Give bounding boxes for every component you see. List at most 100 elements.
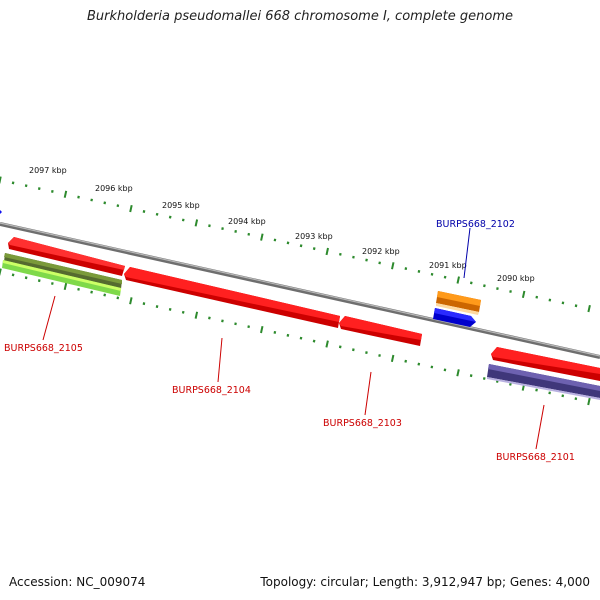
- ruler-minor-tick: [77, 287, 80, 291]
- gene-feature-2102-orange[interactable]: [436, 291, 481, 315]
- ruler-major-tick: [325, 247, 329, 256]
- ruler-minor-tick: [299, 244, 303, 248]
- ruler-label: 2094 kbp: [228, 217, 266, 226]
- ruler-minor-tick: [116, 296, 120, 300]
- ruler-minor-tick: [221, 319, 224, 323]
- ruler-minor-tick: [103, 201, 107, 205]
- ruler-minor-tick: [234, 229, 237, 233]
- ruler-major-tick: [194, 219, 199, 227]
- gene-feature-2102-blue[interactable]: [433, 308, 476, 327]
- map-title: Burkholderia pseudomallei 668 chromosome…: [86, 9, 514, 24]
- accession-text: Accession: NC_009074: [9, 575, 146, 589]
- ruler-major-tick: [521, 290, 526, 299]
- ruler-minor-tick: [142, 209, 146, 213]
- ruler-major-tick: [194, 311, 199, 319]
- gene-label[interactable]: BURPS668_2103: [323, 418, 402, 429]
- ruler-minor-tick: [574, 397, 578, 401]
- ruler-minor-tick: [469, 374, 473, 378]
- ruler-minor-tick: [574, 304, 578, 308]
- ruler-minor-tick: [548, 298, 552, 302]
- gene-label[interactable]: BURPS668_2104: [172, 385, 251, 396]
- ruler-minor-tick: [37, 279, 41, 283]
- ruler-label: 2095 kbp: [162, 201, 200, 210]
- ruler-minor-tick: [365, 258, 368, 262]
- ruler-minor-tick: [77, 195, 80, 199]
- ruler-minor-tick: [404, 359, 408, 363]
- genome-summary: Topology: circular; Length: 3,912,947 bp…: [260, 575, 590, 589]
- ruler-minor-tick: [90, 290, 93, 294]
- ruler-minor-tick: [548, 391, 551, 395]
- ruler-minor-tick: [417, 362, 421, 366]
- gene-label[interactable]: BURPS668_2105: [4, 343, 83, 354]
- ruler-minor-tick: [208, 316, 211, 320]
- ruler-major-tick: [325, 340, 329, 348]
- ruler-minor-tick: [24, 276, 28, 280]
- ruler-minor-tick: [496, 287, 499, 291]
- ruler-label: 2091 kbp: [429, 261, 467, 270]
- ruler-minor-tick: [365, 351, 368, 355]
- ruler-minor-tick: [181, 310, 185, 314]
- ruler-minor-tick: [339, 252, 342, 256]
- ruler-minor-tick: [286, 241, 290, 245]
- ruler-minor-tick: [24, 184, 28, 188]
- ruler-minor-tick: [443, 275, 447, 279]
- ruler-major-tick: [129, 204, 133, 213]
- label-leaders: [42, 227, 545, 450]
- ruler-minor-tick: [286, 333, 290, 337]
- ruler-minor-tick: [352, 348, 355, 352]
- ruler-major-tick: [456, 276, 460, 284]
- ruler-minor-tick: [11, 181, 15, 185]
- ruler-minor-tick: [155, 212, 159, 216]
- ruler-minor-tick: [142, 302, 146, 306]
- ruler-major-tick: [391, 262, 395, 270]
- ruler-major-tick: [456, 369, 460, 377]
- ruler-minor-tick: [404, 267, 408, 271]
- ruler-minor-tick: [561, 301, 565, 305]
- gene-feature-2104[interactable]: [124, 267, 340, 328]
- ruler-minor-tick: [116, 204, 120, 208]
- ruler-labels: 2097 kbp 2096 kbp 2095 kbp 2094 kbp 2093…: [29, 166, 535, 283]
- outer-ruler: [0, 176, 591, 313]
- gene-feature-2101-slate[interactable]: [487, 364, 600, 400]
- ruler-minor-tick: [483, 284, 486, 288]
- ruler-minor-tick: [417, 269, 421, 273]
- ruler-major-tick: [63, 282, 68, 291]
- ruler-minor-tick: [443, 368, 447, 372]
- gene-feature-2101[interactable]: [491, 347, 600, 381]
- gene-feature-2103[interactable]: [339, 316, 422, 346]
- ruler-minor-tick: [155, 305, 159, 309]
- ruler-minor-tick: [247, 325, 250, 329]
- ruler-minor-tick: [509, 290, 512, 293]
- gene-feature-2105-olive[interactable]: [4, 253, 122, 289]
- inner-ruler: [0, 268, 591, 406]
- ruler-major-tick: [63, 190, 68, 198]
- backbone: [0, 210, 600, 359]
- ruler-major-tick: [587, 304, 591, 313]
- gene-label[interactable]: BURPS668_2101: [496, 452, 575, 463]
- ruler-major-tick: [390, 354, 395, 363]
- ruler-minor-tick: [247, 232, 251, 236]
- ruler-label: 2093 kbp: [295, 232, 333, 241]
- ruler-minor-tick: [37, 187, 41, 191]
- ruler-major-tick: [0, 268, 2, 276]
- ruler-label: 2092 kbp: [362, 247, 400, 256]
- ruler-minor-tick: [378, 261, 381, 265]
- ruler-minor-tick: [181, 218, 185, 222]
- ruler-minor-tick: [535, 295, 539, 299]
- ruler-minor-tick: [378, 354, 381, 357]
- gene-feature-2105-lime[interactable]: [2, 260, 121, 296]
- ruler-minor-tick: [482, 377, 486, 380]
- gene-feature-2105-red[interactable]: [8, 237, 125, 276]
- ruler-minor-tick: [352, 255, 355, 259]
- ruler-minor-tick: [509, 382, 512, 386]
- ruler-minor-tick: [51, 282, 54, 285]
- ruler-minor-tick: [273, 238, 277, 242]
- gene-label[interactable]: BURPS668_2102: [436, 219, 515, 230]
- ruler-major-tick: [260, 233, 264, 241]
- ruler-minor-tick: [168, 215, 172, 219]
- ruler-minor-tick: [430, 365, 434, 369]
- ruler-label: 2096 kbp: [95, 184, 133, 193]
- ruler-minor-tick: [273, 330, 277, 334]
